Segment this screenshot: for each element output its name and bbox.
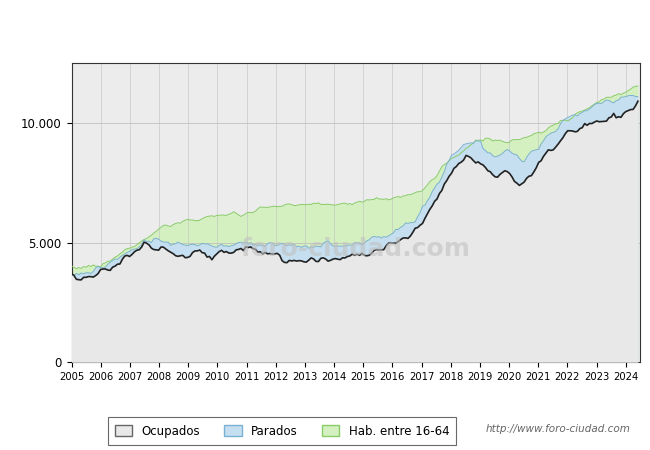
Legend: Ocupados, Parados, Hab. entre 16-64: Ocupados, Parados, Hab. entre 16-64 xyxy=(107,418,456,445)
Text: foro-ciudad.com: foro-ciudad.com xyxy=(241,237,471,261)
Text: http://www.foro-ciudad.com: http://www.foro-ciudad.com xyxy=(486,424,630,434)
Text: Cabanillas del Campo - Evolucion de la poblacion en edad de Trabajar Mayo de 202: Cabanillas del Campo - Evolucion de la p… xyxy=(43,20,607,33)
